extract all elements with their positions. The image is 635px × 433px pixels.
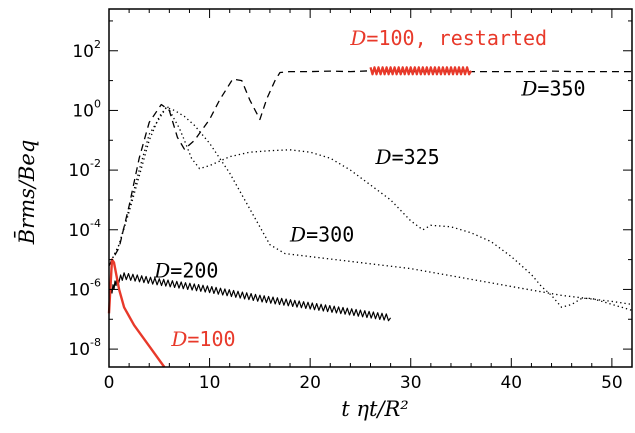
x-axis-title-text: t ηt/R² <box>341 397 408 421</box>
series-label-var: D <box>520 77 537 101</box>
x-axis-title: t ηt/R² <box>341 397 408 421</box>
y-tick-power: 0 <box>94 97 101 110</box>
series-label-rest: =200 <box>170 259 218 283</box>
x-tick-label: 30 <box>400 373 422 393</box>
x-tick-label: 10 <box>199 373 221 393</box>
series-label-var: D <box>349 26 366 50</box>
series-label-rest: =300 <box>306 223 354 247</box>
y-tick-power: -4 <box>90 217 101 230</box>
y-tick-base: 10 <box>68 280 90 300</box>
y-tick-label: 102 <box>72 38 101 62</box>
series-label-rest: =350 <box>537 77 585 101</box>
x-tick-label: 0 <box>104 373 115 393</box>
series-line-2 <box>108 106 633 306</box>
series-line-0 <box>108 70 632 266</box>
series-label-var: D <box>170 327 187 351</box>
series-line-3 <box>108 272 392 322</box>
series-label-0: D=350 <box>520 77 585 101</box>
y-tick-power: 2 <box>94 38 101 51</box>
y-tick-power: -8 <box>90 336 101 349</box>
series-label-2: D=300 <box>289 223 354 247</box>
plot-frame <box>108 8 633 368</box>
y-tick-base: 10 <box>72 101 94 121</box>
x-tick-label: 50 <box>601 373 623 393</box>
series-label-rest: =325 <box>392 145 440 169</box>
y-tick-label: 10-6 <box>68 276 101 300</box>
x-tick-label: 20 <box>299 373 321 393</box>
series-label-5: D=100, restarted <box>349 26 547 50</box>
y-axis-title: B̄rms/Beq <box>14 140 39 246</box>
series-label-var: D <box>153 259 170 283</box>
y-tick-label: 100 <box>72 97 101 121</box>
y-axis-title-text: B̄rms/Beq <box>14 140 39 246</box>
y-tick-base: 10 <box>68 161 90 181</box>
series-label-var: D <box>375 145 392 169</box>
series-label-4: D=100 <box>170 327 235 351</box>
y-tick-label: 10-4 <box>68 217 101 241</box>
series-label-1: D=325 <box>375 145 440 169</box>
series-line-1 <box>108 105 633 311</box>
series-line-5 <box>369 66 473 76</box>
y-tick-label: 10-8 <box>68 336 101 360</box>
x-tick-label: 40 <box>500 373 522 393</box>
series-label-3: D=200 <box>153 259 218 283</box>
y-tick-power: -2 <box>90 157 101 170</box>
y-tick-base: 10 <box>68 221 90 241</box>
y-tick-base: 10 <box>72 42 94 62</box>
series-label-rest: =100 <box>187 327 235 351</box>
y-tick-base: 10 <box>68 340 90 360</box>
series-label-rest: =100, restarted <box>366 26 547 50</box>
y-tick-label: 10-2 <box>68 157 101 181</box>
series-label-var: D <box>289 223 306 247</box>
y-tick-power: -6 <box>90 276 101 289</box>
